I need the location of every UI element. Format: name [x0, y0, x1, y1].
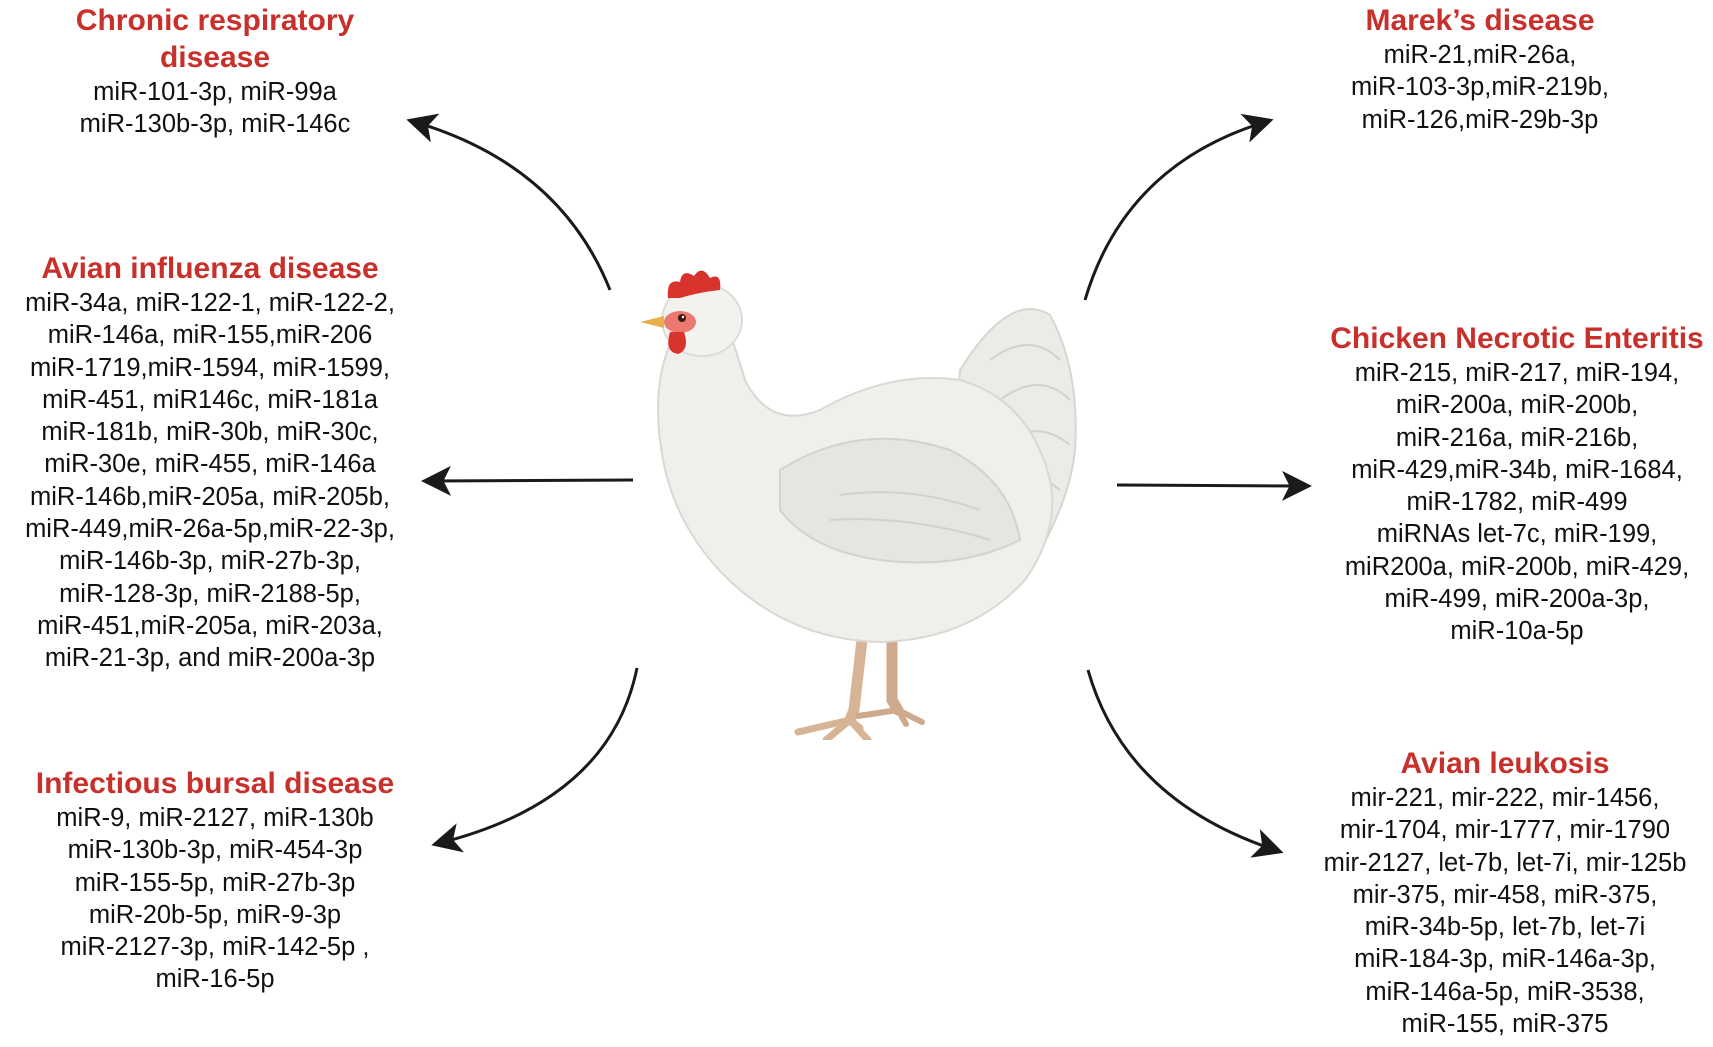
- white-chicken-icon: [640, 270, 1077, 740]
- mirna-line: miR-10a-5p: [1450, 617, 1584, 646]
- mirna-line: miR-146b,miR-205a, miR-205b,: [30, 482, 390, 511]
- infectious-bursal-title: Infectious bursal disease: [35, 767, 395, 800]
- mirna-line: miR-155, miR-375: [1401, 1010, 1609, 1039]
- mirna-line: miR-34b-5p, let-7b, let-7i: [1364, 913, 1646, 942]
- mirna-line: miRNAs let-7c, miR-199,: [1376, 520, 1658, 549]
- mirna-line: miR-146a, miR-155,miR-206: [47, 321, 373, 350]
- mirna-line: miR-34a, miR-122-1, miR-122-2,: [25, 289, 395, 317]
- arrow-to-chronic-respiratory: [406, 113, 612, 291]
- infectious-bursal-block: Infectious bursal disease miR-9, miR-212…: [20, 765, 410, 996]
- avian-leukosis-title: Avian leukosis: [1400, 747, 1610, 780]
- arrow-to-infectious-bursal: [431, 667, 639, 853]
- mirna-line: miR-215, miR-217, miR-194,: [1354, 359, 1680, 387]
- mirna-line: miR-21,miR-26a,: [1383, 41, 1577, 69]
- mirna-line: miR-449,miR-26a-5p,miR-22-3p,: [25, 515, 395, 544]
- mirna-line: mir-375, mir-458, miR-375,: [1352, 880, 1658, 909]
- mirna-line: miR-16-5p: [155, 965, 275, 994]
- mirna-line: mir-221, mir-222, mir-1456,: [1350, 784, 1660, 812]
- mirna-line: miR-146b-3p, miR-27b-3p,: [59, 547, 361, 576]
- mirna-line: miR-200a, miR-200b,: [1395, 391, 1639, 420]
- mirna-line: miR-128-3p, miR-2188-5p,: [59, 579, 361, 608]
- mirna-line: miR-21-3p, and miR-200a-3p: [44, 644, 376, 673]
- arrow-to-avian-influenza: [421, 465, 634, 496]
- mirna-line: miR-130b-3p, miR-454-3p: [67, 836, 363, 865]
- mirna-line: miR-216a, miR-216b,: [1395, 423, 1639, 452]
- necrotic-enteritis-title: Chicken Necrotic Enteritis: [1330, 322, 1704, 355]
- mirna-line: miR-130b-3p, miR-146c: [79, 110, 351, 139]
- mareks-block: Marek’s disease miR-21,miR-26a, miR-103-…: [1310, 2, 1650, 136]
- mirna-line: miR-126,miR-29b-3p: [1361, 105, 1599, 134]
- mirna-line: miR-103-3p,miR-219b,: [1351, 73, 1609, 102]
- mirna-line: miR-451,miR-205a, miR-203a,: [37, 611, 383, 640]
- mirna-line: miR200a, miR-200b, miR-429,: [1344, 552, 1690, 581]
- mirna-line: miR-20b-5p, miR-9-3p: [88, 900, 342, 929]
- mirna-line: miR-184-3p, miR-146a-3p,: [1354, 945, 1656, 974]
- necrotic-enteritis-block: Chicken Necrotic Enteritis miR-215, miR-…: [1322, 320, 1712, 648]
- mirna-line: miR-451, miR146c, miR-181a: [42, 385, 378, 414]
- chronic-respiratory-block: Chronic respiratory disease miR-101-3p, …: [60, 2, 370, 141]
- arrow-to-avian-leukosis: [1086, 669, 1284, 858]
- mirna-line: mir-2127, let-7b, let-7i, mir-125b: [1323, 848, 1687, 877]
- mirna-line: mir-1704, mir-1777, mir-1790: [1339, 816, 1671, 845]
- mareks-title: Marek’s disease: [1365, 4, 1595, 37]
- mirna-line: miR-101-3p, miR-99a: [93, 78, 337, 106]
- chronic-respiratory-title: Chronic respiratory disease: [75, 4, 355, 74]
- mirna-line: miR-146a-5p, miR-3538,: [1365, 977, 1645, 1006]
- mirna-line: miR-1719,miR-1594, miR-1599,: [30, 353, 390, 382]
- mirna-line: miR-1782, miR-499: [1406, 488, 1628, 517]
- mirna-line: miR-499, miR-200a-3p,: [1384, 585, 1650, 614]
- mirna-line: miR-9, miR-2127, miR-130b: [56, 804, 374, 832]
- avian-influenza-title: Avian influenza disease: [41, 252, 379, 285]
- mirna-line: miR-155-5p, miR-27b-3p: [74, 868, 356, 897]
- avian-leukosis-block: Avian leukosis mir-221, mir-222, mir-145…: [1300, 745, 1710, 1040]
- arrow-to-necrotic-enteritis: [1116, 470, 1312, 501]
- arrow-to-mareks: [1083, 113, 1274, 301]
- mirna-line: miR-30e, miR-455, miR-146a: [44, 450, 376, 479]
- mirna-line: miR-2127-3p, miR-142-5p ,: [60, 933, 370, 962]
- mirna-line: miR-181b, miR-30b, miR-30c,: [41, 418, 379, 447]
- mirna-line: miR-429,miR-34b, miR-1684,: [1351, 455, 1683, 484]
- avian-influenza-block: Avian influenza disease miR-34a, miR-122…: [0, 250, 420, 675]
